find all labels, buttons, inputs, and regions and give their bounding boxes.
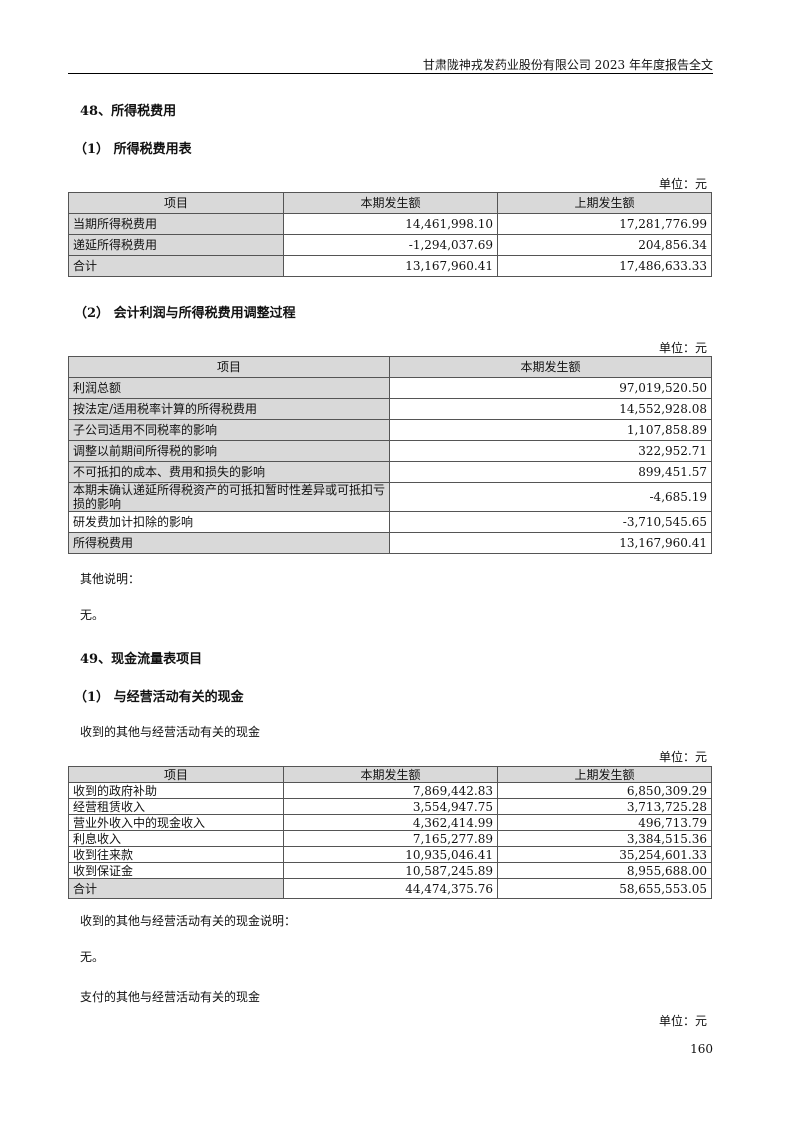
table-row: 递延所得税费用 -1,294,037.69 204,856.34: [68, 234, 712, 256]
cell-value: 14,552,928.08: [389, 398, 712, 420]
note-text: 无。: [80, 950, 105, 964]
table-row: 收到往来款 10,935,046.41 35,254,601.33: [68, 846, 712, 863]
cell-value: 7,165,277.89: [283, 830, 498, 847]
unit-label: 单位：元: [658, 750, 707, 764]
received-cash-note-label: 收到的其他与经营活动有关的现金说明：: [80, 914, 297, 928]
received-cash-table: 项目 本期发生额 上期发生额 收到的政府补助 7,869,442.83 6,850,309…: [68, 766, 712, 899]
row-label: 收到的政府补助: [68, 782, 284, 799]
row-label: 所得税费用: [68, 532, 390, 554]
row-label: 经营租赁收入: [68, 798, 284, 815]
cell-value: 3,713,725.28: [497, 798, 712, 815]
section-49-title: 49、现金流量表项目: [80, 652, 203, 667]
cell-value: 14,461,998.10: [283, 213, 498, 235]
cell-value: 58,655,553.05: [497, 878, 712, 899]
cell-value: 496,713.79: [497, 814, 712, 831]
cell-value: 899,451.57: [389, 461, 712, 483]
column-header: 上期发生额: [497, 766, 712, 783]
cell-value: 322,952.71: [389, 440, 712, 462]
row-label: 合计: [68, 878, 284, 899]
table-row: 不可抵扣的成本、费用和损失的影响 899,451.57: [68, 461, 712, 483]
table-row: 子公司适用不同税率的影响 1,107,858.89: [68, 419, 712, 441]
row-label: 营业外收入中的现金收入: [68, 814, 284, 831]
table-header-row: 项目 本期发生额: [68, 356, 712, 378]
unit-label: 单位：元: [658, 1014, 707, 1028]
table-row: 利息收入 7,165,277.89 3,384,515.36: [68, 830, 712, 847]
cell-value: 10,935,046.41: [283, 846, 498, 863]
cell-value: 10,587,245.89: [283, 862, 498, 879]
received-cash-title: 收到的其他与经营活动有关的现金: [80, 725, 261, 739]
cell-value: 35,254,601.33: [497, 846, 712, 863]
unit-label: 单位：元: [658, 341, 707, 355]
column-header: 上期发生额: [497, 192, 712, 214]
cell-value: 8,955,688.00: [497, 862, 712, 879]
subsection-48-1-title: （1） 所得税费用表: [74, 142, 192, 157]
paid-cash-title: 支付的其他与经营活动有关的现金: [80, 990, 261, 1004]
row-label: 利润总额: [68, 377, 390, 399]
cell-value: 204,856.34: [497, 234, 712, 256]
table-row: 本期未确认递延所得税资产的可抵扣暂时性差异或可抵扣亏损的影响 -4,685.19: [68, 482, 712, 512]
row-label: 合计: [68, 255, 284, 277]
tax-reconciliation-table: 项目 本期发生额 利润总额 97,019,520.50 按法定/适用税率计算的所得税费用…: [68, 356, 712, 554]
subsection-48-2-title: （2） 会计利润与所得税费用调整过程: [74, 306, 296, 321]
column-header: 项目: [68, 766, 284, 783]
table-row: 当期所得税费用 14,461,998.10 17,281,776.99: [68, 213, 712, 235]
unit-label: 单位：元: [658, 177, 707, 191]
table-header-row: 项目 本期发生额 上期发生额: [68, 192, 712, 214]
cell-value: 7,869,442.83: [283, 782, 498, 799]
column-header: 本期发生额: [283, 766, 498, 783]
row-label: 收到保证金: [68, 862, 284, 879]
header-rule: [68, 73, 713, 74]
table-row: 调整以前期间所得税的影响 322,952.71: [68, 440, 712, 462]
cell-value: 17,486,633.33: [497, 255, 712, 277]
table-row: 合计 13,167,960.41 17,486,633.33: [68, 255, 712, 277]
running-header: 甘肃陇神戎发药业股份有限公司 2023 年年度报告全文: [422, 58, 713, 72]
cell-value: 3,384,515.36: [497, 830, 712, 847]
table-row: 经营租赁收入 3,554,947.75 3,713,725.28: [68, 798, 712, 815]
cell-value: 6,850,309.29: [497, 782, 712, 799]
cell-value: -1,294,037.69: [283, 234, 498, 256]
cell-value: -3,710,545.65: [389, 511, 712, 533]
column-header: 项目: [68, 192, 284, 214]
row-label: 利息收入: [68, 830, 284, 847]
cell-value: 3,554,947.75: [283, 798, 498, 815]
table-row: 所得税费用 13,167,960.41: [68, 532, 712, 554]
row-label: 当期所得税费用: [68, 213, 284, 235]
table-header-row: 项目 本期发生额 上期发生额: [68, 766, 712, 783]
table-row: 合计 44,474,375.76 58,655,553.05: [68, 878, 712, 899]
other-note-label: 其他说明：: [80, 572, 141, 586]
table-row: 利润总额 97,019,520.50: [68, 377, 712, 399]
row-label: 按法定/适用税率计算的所得税费用: [68, 398, 390, 420]
row-label: 子公司适用不同税率的影响: [68, 419, 390, 441]
cell-value: 17,281,776.99: [497, 213, 712, 235]
column-header: 项目: [68, 356, 390, 378]
income-tax-expense-table: 项目 本期发生额 上期发生额 当期所得税费用 14,461,998.10 17,281,7…: [68, 192, 712, 277]
row-label: 研发费加计扣除的影响: [68, 511, 390, 533]
note-text: 无。: [80, 608, 105, 622]
cell-value: 97,019,520.50: [389, 377, 712, 399]
row-label: 本期未确认递延所得税资产的可抵扣暂时性差异或可抵扣亏损的影响: [68, 482, 390, 512]
table-row: 按法定/适用税率计算的所得税费用 14,552,928.08: [68, 398, 712, 420]
section-48-title: 48、所得税费用: [80, 104, 177, 119]
cell-value: 44,474,375.76: [283, 878, 498, 899]
cell-value: 4,362,414.99: [283, 814, 498, 831]
column-header: 本期发生额: [389, 356, 712, 378]
page-number: 160: [690, 1042, 713, 1056]
row-label: 递延所得税费用: [68, 234, 284, 256]
row-label: 收到往来款: [68, 846, 284, 863]
row-label: 调整以前期间所得税的影响: [68, 440, 390, 462]
cell-value: 1,107,858.89: [389, 419, 712, 441]
table-row: 收到保证金 10,587,245.89 8,955,688.00: [68, 862, 712, 879]
cell-value: 13,167,960.41: [283, 255, 498, 277]
subsection-49-1-title: （1） 与经营活动有关的现金: [74, 690, 244, 705]
cell-value: -4,685.19: [389, 482, 712, 512]
table-row: 研发费加计扣除的影响 -3,710,545.65: [68, 511, 712, 533]
table-row: 营业外收入中的现金收入 4,362,414.99 496,713.79: [68, 814, 712, 831]
cell-value: 13,167,960.41: [389, 532, 712, 554]
column-header: 本期发生额: [283, 192, 498, 214]
table-row: 收到的政府补助 7,869,442.83 6,850,309.29: [68, 782, 712, 799]
row-label: 不可抵扣的成本、费用和损失的影响: [68, 461, 390, 483]
